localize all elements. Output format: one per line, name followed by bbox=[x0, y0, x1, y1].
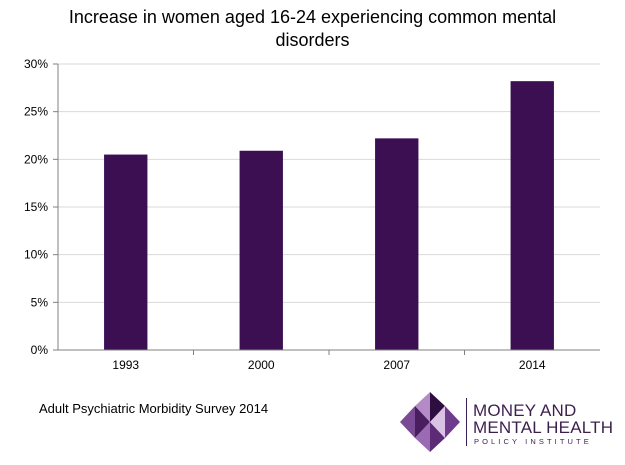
bar-2014 bbox=[510, 81, 554, 350]
chart-title: Increase in women aged 16-24 experiencin… bbox=[68, 7, 557, 50]
x-tick-label: 2000 bbox=[248, 358, 275, 372]
y-tick-label: 0% bbox=[31, 343, 49, 357]
y-tick-labels: 0% 5% 10% 15% 20% 25% 30% bbox=[24, 57, 48, 357]
y-tick-label: 15% bbox=[24, 200, 48, 214]
bar-chart: 0% 5% 10% 15% 20% 25% 30% 1993 2000 2007 2014 bbox=[24, 57, 600, 372]
bar-2000 bbox=[239, 150, 283, 350]
source-note: Adult Psychiatric Morbidity Survey 2014 bbox=[39, 401, 269, 416]
x-tick-label: 2014 bbox=[519, 358, 546, 372]
x-tick-labels: 1993 2000 2007 2014 bbox=[112, 358, 546, 372]
bars bbox=[104, 81, 554, 350]
money-and-mental-health-logo: MONEY AND MENTAL HEALTH POLICY INSTITUTE bbox=[400, 392, 620, 452]
x-tick-label: 2007 bbox=[383, 358, 410, 372]
y-tick-label: 20% bbox=[24, 152, 48, 166]
bar-1993 bbox=[104, 154, 148, 350]
triangle-mosaic-icon bbox=[400, 392, 460, 452]
axes bbox=[57, 64, 600, 351]
y-tick-label: 5% bbox=[31, 295, 49, 309]
y-tick-label: 10% bbox=[24, 248, 48, 262]
bar-2007 bbox=[375, 138, 419, 350]
logo-text-line1: MONEY AND bbox=[473, 401, 577, 420]
logo-text-line2: MENTAL HEALTH bbox=[473, 418, 614, 437]
y-tick-label: 25% bbox=[24, 105, 48, 119]
logo-divider bbox=[466, 398, 467, 446]
gridlines bbox=[53, 63, 600, 355]
logo-text-line3: POLICY INSTITUTE bbox=[474, 437, 592, 446]
x-tick-label: 1993 bbox=[112, 358, 139, 372]
y-tick-label: 30% bbox=[24, 57, 48, 71]
